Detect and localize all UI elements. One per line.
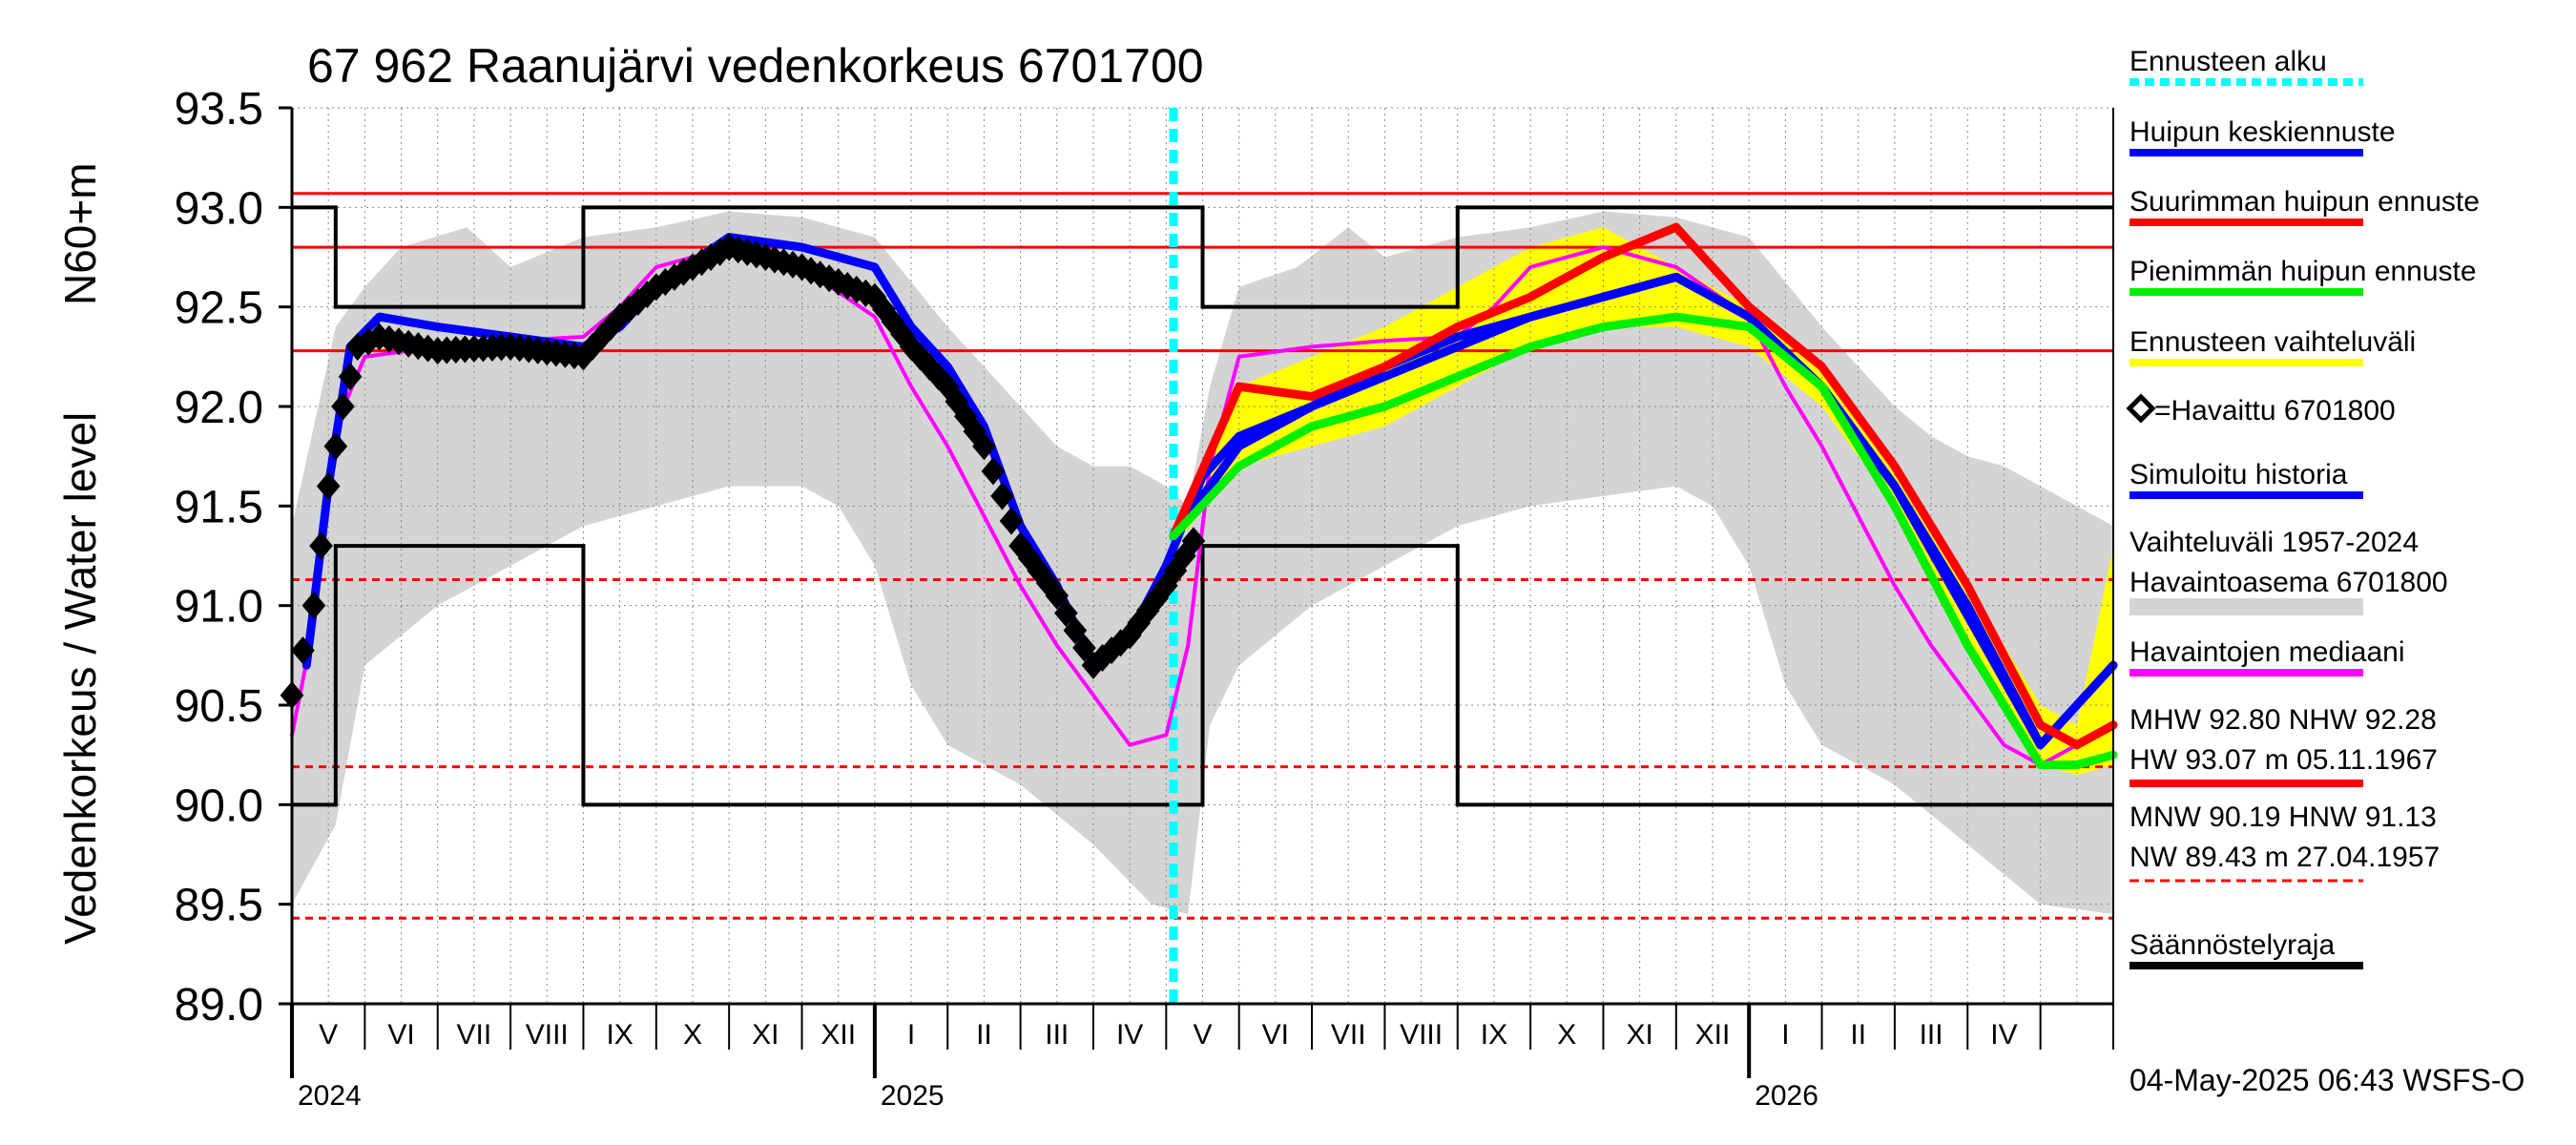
observed-marker — [990, 482, 1014, 510]
observed-marker — [1045, 581, 1070, 610]
footer-timestamp: 04-May-2025 06:43 WSFS-O — [2129, 1063, 2524, 1097]
legend-label: =Havaittu 6701800 — [2154, 395, 2396, 427]
regulation-limit-lines — [292, 205, 2113, 807]
x-month-label: V — [1193, 1019, 1212, 1051]
x-month-label: XI — [752, 1019, 779, 1051]
x-month-label: VIII — [526, 1019, 569, 1051]
x-month-label: I — [1781, 1019, 1789, 1051]
observed-marker — [972, 432, 996, 461]
observed-marker — [309, 531, 333, 560]
x-month-label: VII — [1331, 1019, 1366, 1051]
x-month-label: IX — [1481, 1019, 1507, 1051]
x-month-label: IV — [1990, 1019, 2017, 1051]
observed-marker — [1063, 616, 1088, 645]
legend-label: Havaintojen mediaani — [2129, 636, 2405, 668]
mean-forecast-line — [1169, 272, 2118, 750]
y-tick-label: 91.5 — [175, 482, 263, 532]
legend-label: Vaihteluväli 1957-2024 — [2129, 527, 2419, 558]
x-month-label: XII — [1695, 1019, 1731, 1051]
legend-label: MHW 92.80 NHW 92.28 — [2129, 704, 2437, 736]
x-month-label: X — [1557, 1019, 1576, 1051]
y-tick-label: 92.0 — [175, 383, 263, 433]
y-tick-label: 93.5 — [175, 84, 263, 135]
observed-marker — [981, 457, 1006, 486]
x-year-label: 2025 — [881, 1080, 945, 1112]
x-year-label: 2024 — [298, 1080, 362, 1112]
legend-swatch — [2129, 598, 2363, 615]
observed-marker — [291, 636, 315, 665]
legend: Ennusteen alku Huipun keskiennuste Suurimm… — [2126, 46, 2480, 969]
x-month-label: III — [1045, 1019, 1069, 1051]
median-line — [290, 245, 2079, 767]
legend-label-2: HW 93.07 m 05.11.1967 — [2129, 744, 2438, 776]
legend-label: MNW 90.19 HNW 91.13 — [2129, 802, 2437, 833]
x-month-label: III — [1920, 1019, 1943, 1051]
x-month-label: VI — [1262, 1019, 1289, 1051]
y-axis-unit-label: N60+m — [55, 162, 105, 305]
legend-label: Pienimmän huipun ennuste — [2129, 256, 2477, 287]
chart-title: 67 962 Raanujärvi vedenkorkeus 6701700 — [307, 39, 1204, 93]
x-month-label: VIII — [1400, 1019, 1443, 1051]
x-month-label: VI — [387, 1019, 414, 1051]
legend-label-2: Havaintoasema 6701800 — [2129, 567, 2448, 598]
observed-marker — [323, 432, 348, 461]
min-forecast-line — [1169, 312, 2118, 770]
x-year-label: 2026 — [1755, 1080, 1818, 1112]
legend-label: Säännöstelyraja — [2129, 929, 2335, 961]
observed-marker — [1054, 598, 1078, 628]
y-tick-label: 91.0 — [175, 582, 263, 633]
observed-marker — [301, 592, 326, 620]
observed-marker — [331, 392, 355, 421]
x-month-label: IX — [606, 1019, 633, 1051]
y-tick-label: 93.0 — [175, 183, 263, 234]
x-month-label: V — [319, 1019, 338, 1051]
axes-layer: 89.0 89.5 90.0 90.5 91.0 91.5 92.0 92.5 93.0 93.5… — [175, 84, 2114, 1112]
y-tick-label: 89.0 — [175, 980, 263, 1030]
max-forecast-line — [1169, 222, 2118, 750]
legend-label: Huipun keskiennuste — [2129, 116, 2396, 148]
x-month-label: IV — [1116, 1019, 1143, 1051]
x-month-label: II — [1850, 1019, 1866, 1051]
legend-label: Suurimman huipun ennuste — [2129, 186, 2480, 218]
legend-swatch — [2126, 393, 2156, 424]
legend-label-2: NW 89.43 m 27.04.1957 — [2129, 842, 2440, 873]
y-axis-label: Vedenkorkeus / Water level — [55, 412, 105, 945]
observation-markers — [280, 233, 1206, 710]
y-tick-label: 90.0 — [175, 781, 263, 831]
observed-marker — [316, 471, 341, 501]
x-month-label: XII — [821, 1019, 856, 1051]
x-month-label: I — [907, 1019, 915, 1051]
observed-marker — [999, 507, 1024, 535]
legend-label: Ennusteen vaihteluväli — [2129, 326, 2416, 358]
x-month-label: VII — [457, 1019, 492, 1051]
regulation-lower-limit — [292, 544, 2113, 807]
x-month-label: X — [683, 1019, 702, 1051]
observed-marker — [338, 363, 363, 391]
y-tick-label: 90.5 — [175, 681, 263, 732]
regulation-upper-limit — [292, 205, 2113, 309]
legend-label: Simuloitu historia — [2129, 459, 2348, 490]
y-tick-label: 92.5 — [175, 283, 263, 334]
x-month-label: II — [976, 1019, 992, 1051]
observed-marker — [1181, 527, 1206, 555]
y-tick-label: 89.5 — [175, 881, 263, 931]
x-month-label: XI — [1626, 1019, 1652, 1051]
observed-marker — [1072, 634, 1096, 662]
legend-label: Ennusteen alku — [2129, 46, 2327, 77]
